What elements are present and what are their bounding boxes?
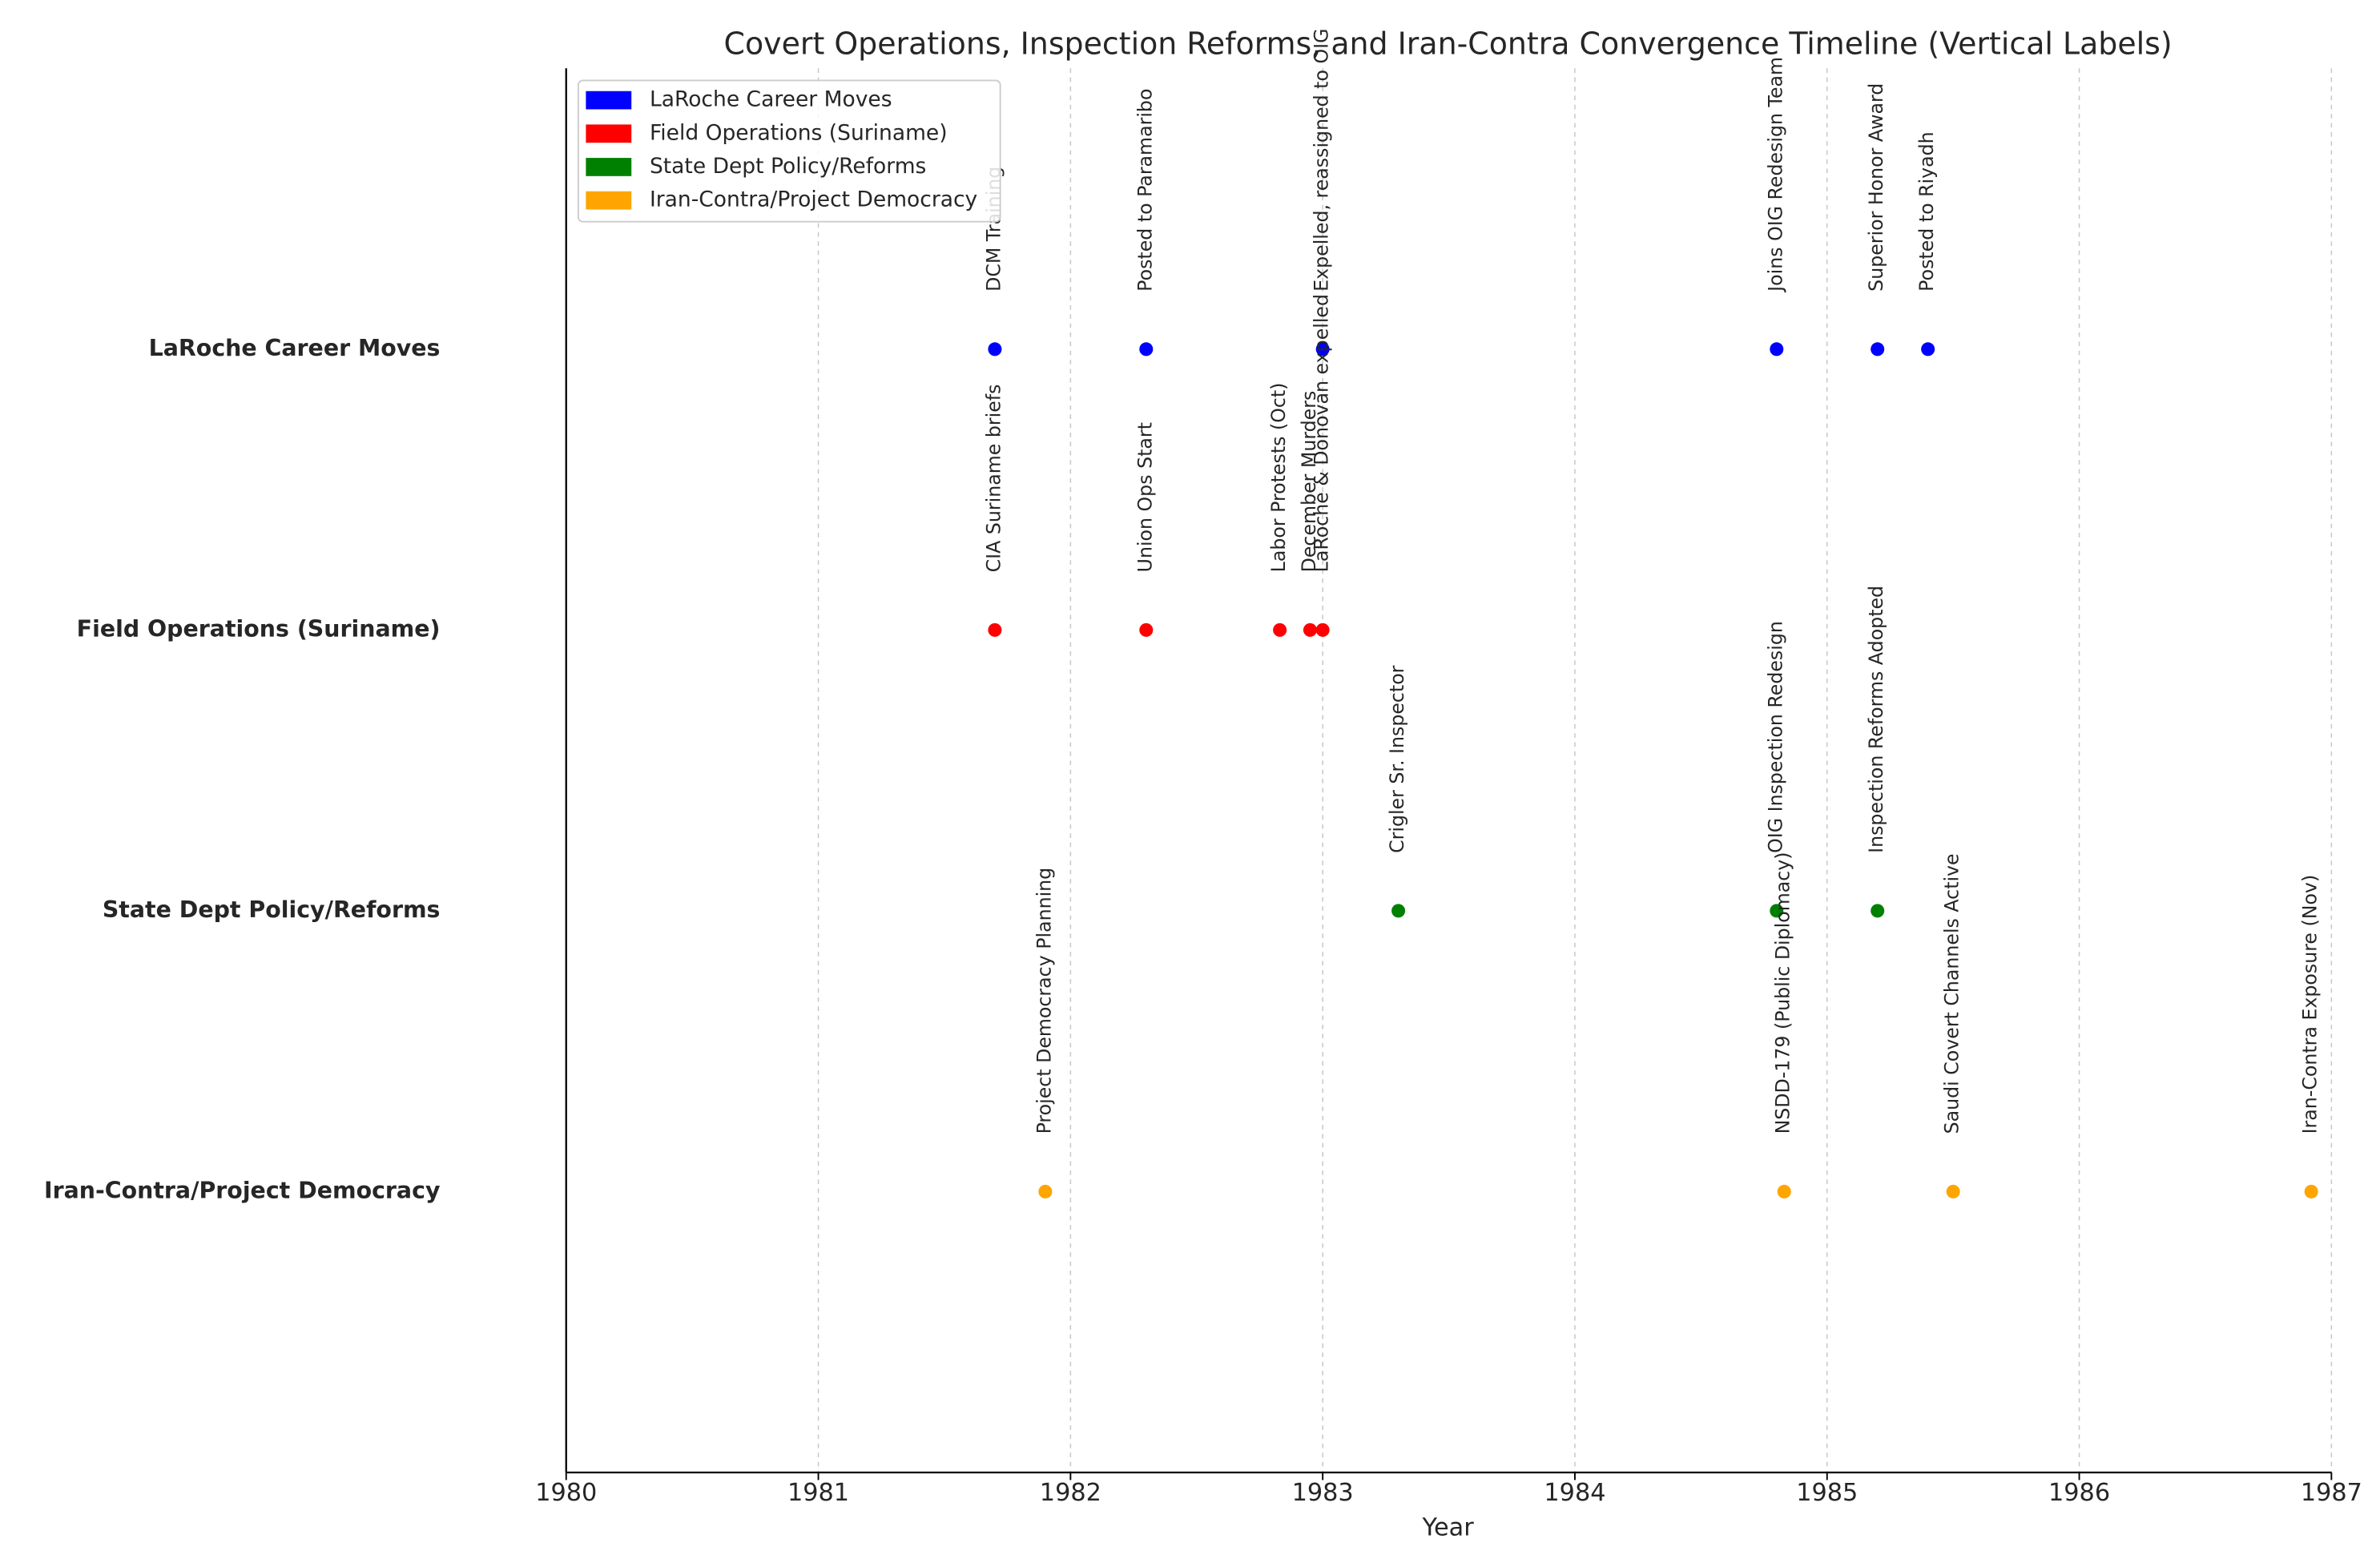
event-point — [2304, 1184, 2318, 1198]
event-point — [1391, 904, 1406, 918]
x-tick-label: 1985 — [1796, 1479, 1858, 1507]
event-point — [1770, 904, 1784, 918]
event-label: OIG Inspection Redesign — [1764, 621, 1786, 853]
legend-label: Field Operations (Suriname) — [650, 120, 948, 145]
event-point — [1139, 622, 1154, 637]
row-label: Iran-Contra/Project Democracy — [44, 1177, 440, 1203]
x-tick-label: 1982 — [1040, 1479, 1101, 1507]
x-tick-label: 1984 — [1544, 1479, 1605, 1507]
event-label: Expelled, reassigned to OIG — [1311, 29, 1333, 292]
event-point — [1871, 342, 1885, 357]
x-tick-label: 1981 — [787, 1479, 849, 1507]
event-label: Posted to Riyadh — [1915, 131, 1938, 292]
row-label: Field Operations (Suriname) — [77, 615, 441, 642]
x-tick-label: 1980 — [535, 1479, 597, 1507]
event-label: Joins OIG Redesign Team — [1764, 57, 1786, 293]
event-label: Superior Honor Award — [1865, 83, 1887, 292]
event-point — [1777, 1184, 1791, 1198]
chart-title: Covert Operations, Inspection Reforms, a… — [724, 26, 2173, 61]
legend-label: LaRoche Career Moves — [650, 87, 892, 112]
event-point — [988, 622, 1002, 637]
legend: LaRoche Career Moves Field Operations (Su… — [577, 79, 1001, 223]
legend-swatch — [586, 158, 632, 176]
x-tick-label: 1983 — [1292, 1479, 1354, 1507]
event-label: Saudi Covert Channels Active — [1941, 853, 1963, 1134]
legend-frame — [577, 79, 1001, 223]
event-label: Inspection Reforms Adopted — [1865, 586, 1887, 853]
event-label: Labor Protests (Oct) — [1267, 383, 1290, 573]
legend-swatch — [586, 191, 632, 210]
event-label: LaRoche & Donovan expelled — [1311, 294, 1333, 572]
event-label: Project Democracy Planning — [1033, 868, 1055, 1134]
legend-label: Iran-Contra/Project Democracy — [650, 187, 977, 212]
x-tick-label: 1986 — [2048, 1479, 2110, 1507]
row-label: LaRoche Career Moves — [149, 335, 441, 361]
event-label: NSDD-179 (Public Diplomacy) — [1772, 852, 1794, 1134]
event-point — [1871, 904, 1885, 918]
event-point — [1921, 342, 1935, 357]
event-label: Union Ops Start — [1134, 422, 1156, 572]
event-point — [988, 342, 1002, 357]
row-label: State Dept Policy/Reforms — [103, 896, 441, 923]
event-point — [1315, 622, 1330, 637]
legend-swatch — [586, 91, 632, 110]
event-label: Iran-Contra Exposure (Nov) — [2299, 875, 2322, 1134]
event-label: December Murders — [1298, 391, 1320, 573]
event-label: Posted to Paramaribo — [1134, 89, 1156, 292]
event-point — [1139, 342, 1154, 357]
event-point — [1273, 622, 1287, 637]
event-label: Crigler Sr. Inspector — [1386, 665, 1408, 853]
event-point — [1946, 1184, 1960, 1198]
event-point — [1315, 342, 1330, 357]
event-label: CIA Suriname briefs — [982, 385, 1005, 573]
legend-swatch — [586, 124, 632, 143]
event-point — [1303, 622, 1317, 637]
legend-label: State Dept Policy/Reforms — [650, 154, 926, 179]
x-tick-label: 1987 — [2301, 1479, 2362, 1507]
event-point — [1038, 1184, 1053, 1198]
event-point — [1770, 342, 1784, 357]
x-axis-label: Year — [1422, 1514, 1475, 1542]
